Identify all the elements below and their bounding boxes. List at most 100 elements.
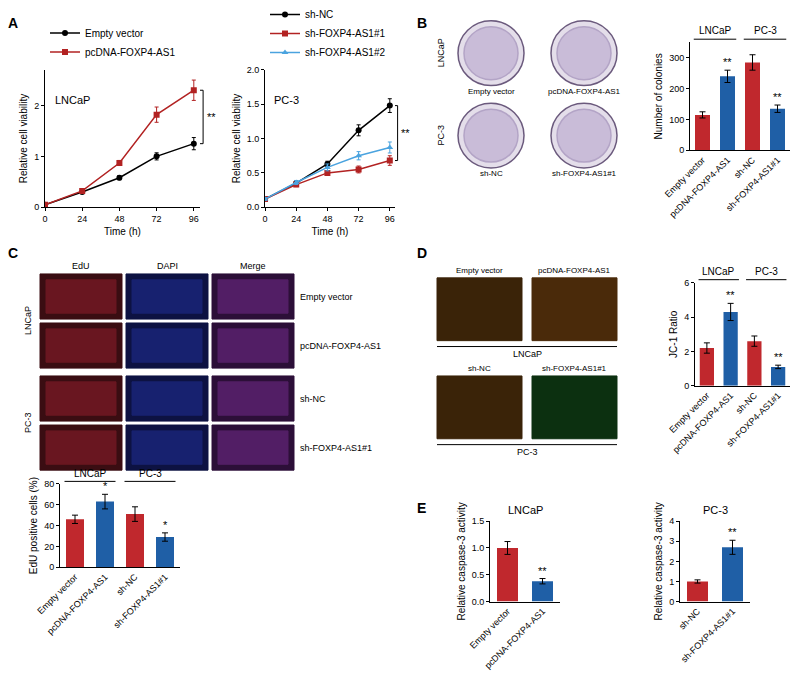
svg-text:2: 2 <box>34 101 39 111</box>
svg-text:**: ** <box>538 565 547 577</box>
svg-text:0: 0 <box>684 381 689 391</box>
svg-text:0: 0 <box>42 214 47 224</box>
svg-text:LNCaP: LNCaP <box>699 25 732 36</box>
svg-text:24: 24 <box>77 214 87 224</box>
svg-text:60: 60 <box>44 500 54 510</box>
svg-text:40: 40 <box>44 521 54 531</box>
svg-text:**: ** <box>728 526 737 538</box>
svg-text:4: 4 <box>669 516 674 526</box>
svg-text:96: 96 <box>385 214 395 224</box>
svg-text:1.5: 1.5 <box>247 99 260 109</box>
svg-text:Relative caspase-3 activity: Relative caspase-3 activity <box>456 502 467 620</box>
svg-text:48: 48 <box>114 214 124 224</box>
svg-text:Empty vector: Empty vector <box>667 391 711 435</box>
svg-text:sh-FOXP4-AS1#1: sh-FOXP4-AS1#1 <box>542 364 607 373</box>
svg-text:Time (h): Time (h) <box>104 226 141 237</box>
svg-text:0.0: 0.0 <box>247 202 260 212</box>
svg-text:pcDNA-FOXP4-AS1: pcDNA-FOXP4-AS1 <box>85 47 175 58</box>
svg-text:2: 2 <box>684 347 689 357</box>
svg-text:0.0: 0.0 <box>472 597 485 607</box>
svg-text:pcDNA-FOXP4-AS1: pcDNA-FOXP4-AS1 <box>538 266 611 275</box>
svg-text:**: ** <box>723 56 732 68</box>
svg-text:sh-NC: sh-NC <box>677 606 702 631</box>
svg-text:4: 4 <box>684 312 689 322</box>
svg-text:LNCaP: LNCaP <box>55 94 90 106</box>
svg-text:72: 72 <box>152 214 162 224</box>
svg-text:Empty vector: Empty vector <box>300 292 353 302</box>
svg-text:**: ** <box>401 127 410 139</box>
svg-text:pcDNA-FOXP4-AS1: pcDNA-FOXP4-AS1 <box>483 606 547 670</box>
svg-text:20: 20 <box>44 542 54 552</box>
svg-text:3: 3 <box>669 536 674 546</box>
svg-text:pcDNA-FOXP4-AS1: pcDNA-FOXP4-AS1 <box>300 341 381 351</box>
svg-text:sh-FOXP4-AS1#1: sh-FOXP4-AS1#1 <box>300 443 372 453</box>
svg-text:sh-FOXP4-AS1#1: sh-FOXP4-AS1#1 <box>679 606 737 664</box>
svg-text:0: 0 <box>669 597 674 607</box>
svg-text:sh-FOXP4-AS1#1: sh-FOXP4-AS1#1 <box>112 572 170 630</box>
svg-text:pcDNA-FOXP4-AS1: pcDNA-FOXP4-AS1 <box>45 572 109 636</box>
svg-text:sh-NC: sh-NC <box>734 390 759 415</box>
svg-text:**: ** <box>726 289 735 301</box>
svg-text:B: B <box>417 15 427 31</box>
svg-text:sh-FOXP4-AS1#2: sh-FOXP4-AS1#2 <box>305 47 385 58</box>
svg-text:*: * <box>163 519 168 531</box>
svg-text:sh-NC: sh-NC <box>468 364 491 373</box>
svg-text:0: 0 <box>49 562 54 572</box>
svg-text:PC-3: PC-3 <box>139 468 162 479</box>
svg-text:200: 200 <box>669 84 684 94</box>
svg-text:C: C <box>8 245 18 261</box>
svg-text:1: 1 <box>669 577 674 587</box>
svg-text:LNCaP: LNCaP <box>508 504 543 516</box>
svg-text:*: * <box>103 480 108 492</box>
svg-text:LNCaP: LNCaP <box>23 306 33 335</box>
svg-text:sh-NC: sh-NC <box>732 155 757 180</box>
svg-text:sh-FOXP4-AS1#1: sh-FOXP4-AS1#1 <box>725 391 783 449</box>
svg-text:Relative cell viability: Relative cell viability <box>18 94 29 183</box>
svg-text:80: 80 <box>44 479 54 489</box>
svg-text:PC-3: PC-3 <box>517 447 538 457</box>
svg-text:sh-NC: sh-NC <box>480 169 503 178</box>
svg-text:PC-3: PC-3 <box>274 94 299 106</box>
svg-text:300: 300 <box>669 53 684 63</box>
svg-text:DAPI: DAPI <box>157 261 178 271</box>
svg-text:**: ** <box>774 351 783 363</box>
svg-text:0.5: 0.5 <box>247 168 260 178</box>
svg-text:PC-3: PC-3 <box>755 266 778 277</box>
svg-text:2.0: 2.0 <box>247 65 260 75</box>
svg-text:1: 1 <box>34 152 39 162</box>
svg-text:0.5: 0.5 <box>472 570 485 580</box>
svg-text:pcDNA-FOXP4-AS1: pcDNA-FOXP4-AS1 <box>671 391 735 455</box>
svg-text:Empty vector: Empty vector <box>468 606 512 650</box>
svg-text:0: 0 <box>34 202 39 212</box>
svg-text:PC-3: PC-3 <box>23 413 33 434</box>
svg-text:1.0: 1.0 <box>472 543 485 553</box>
svg-text:Time (h): Time (h) <box>312 226 349 237</box>
svg-text:LNCaP: LNCaP <box>513 349 542 359</box>
svg-text:D: D <box>417 245 427 261</box>
svg-text:Empty vector: Empty vector <box>468 87 515 96</box>
svg-text:0: 0 <box>679 145 684 155</box>
svg-text:Relative caspase-3 activity: Relative caspase-3 activity <box>653 502 664 620</box>
svg-text:Empty vector: Empty vector <box>456 266 503 275</box>
svg-text:PC-3: PC-3 <box>436 125 446 146</box>
svg-text:**: ** <box>207 111 216 123</box>
svg-text:6: 6 <box>684 278 689 288</box>
svg-text:0: 0 <box>262 214 267 224</box>
svg-text:PC-3: PC-3 <box>754 25 777 36</box>
svg-text:E: E <box>417 500 426 516</box>
svg-text:Empty vector: Empty vector <box>85 28 144 39</box>
svg-text:72: 72 <box>354 214 364 224</box>
svg-text:EdU positive cells (%): EdU positive cells (%) <box>28 477 39 574</box>
svg-text:sh-NC: sh-NC <box>114 572 139 597</box>
svg-text:24: 24 <box>291 214 301 224</box>
svg-text:A: A <box>8 15 18 31</box>
svg-text:LNCaP: LNCaP <box>702 266 735 277</box>
svg-text:Empty vector: Empty vector <box>663 155 707 199</box>
svg-text:96: 96 <box>189 214 199 224</box>
svg-text:sh-NC: sh-NC <box>305 9 333 20</box>
svg-text:Empty vector: Empty vector <box>35 572 79 616</box>
svg-text:pcDNA-FOXP4-AS1: pcDNA-FOXP4-AS1 <box>668 155 732 219</box>
svg-text:1.0: 1.0 <box>247 134 260 144</box>
svg-text:**: ** <box>773 91 782 103</box>
svg-text:sh-NC: sh-NC <box>300 394 326 404</box>
